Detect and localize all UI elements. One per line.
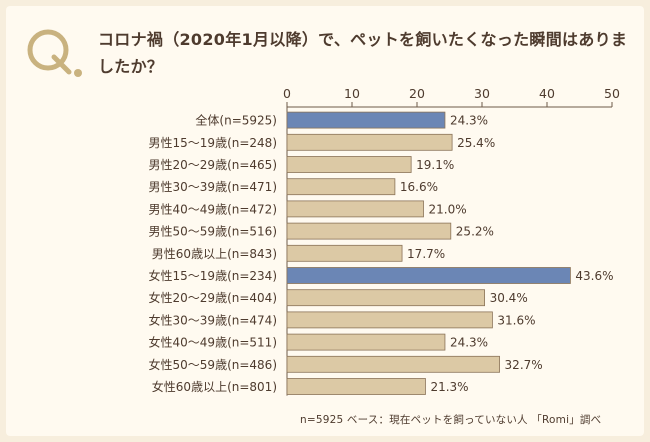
x-tick-label: 0 [283,86,291,101]
bar [286,156,412,173]
value-label: 25.2% [456,225,494,239]
bar [286,267,571,284]
category-label: 男性20～29歳(n=465) [149,158,277,172]
chart-title: コロナ禍（2020年1月以降）で、ペットを飼いたくなった瞬間はありましたか？ [98,30,628,76]
x-tick-label: 20 [409,86,425,101]
value-label: 25.4% [457,136,495,150]
value-label: 24.3% [450,336,488,350]
category-label: 男性40～49歳(n=472) [149,202,277,216]
value-label: 21.0% [429,202,467,216]
value-label: 17.7% [407,247,445,261]
bar [286,378,426,395]
footer-note: n=5925 ベース：現在ペットを飼っていない人 「Romi」調べ [300,414,602,426]
x-tick-label: 40 [539,86,555,101]
category-label: 男性50～59歳(n=516) [149,225,277,239]
value-label: 19.1% [416,158,454,172]
bar [286,333,446,351]
q-circle [27,29,69,71]
value-label: 32.7% [505,358,543,372]
x-tick-label: 10 [344,86,360,101]
category-label: 女性20～29歳(n=404) [149,290,277,305]
bar [286,289,486,307]
category-label: 女性30～39歳(n=474) [149,312,277,327]
category-label: 女性50～59歳(n=486) [149,357,277,372]
q-tail [51,54,72,75]
value-label: 24.3% [450,114,488,128]
bar [286,311,493,329]
value-label: 43.6% [575,269,613,283]
bar [286,222,452,240]
category-label: 男性30～39歳(n=471) [149,180,277,194]
category-label: 女性15～19歳(n=234) [149,268,277,283]
bar [286,355,500,373]
q-icon: Q [27,29,82,77]
bar [286,111,446,129]
value-label: 31.6% [497,313,535,327]
bar [286,178,396,196]
value-label: 21.3% [430,380,468,394]
category-label: 男性15～19歳(n=248) [149,136,277,150]
category-label: 男性60歳以上(n=843) [152,247,277,261]
x-tick-label: 50 [604,86,620,101]
bar [286,200,424,218]
bar [286,244,403,262]
category-label: 女性60歳以上(n=801) [152,379,277,394]
category-label: 女性40～49歳(n=511) [149,335,277,350]
value-label: 16.6% [400,180,438,194]
category-label: 全体(n=5925) [195,113,277,128]
x-tick-label: 30 [474,86,490,101]
value-label: 30.4% [490,291,528,305]
q-dot [74,69,82,77]
bar [286,133,453,151]
